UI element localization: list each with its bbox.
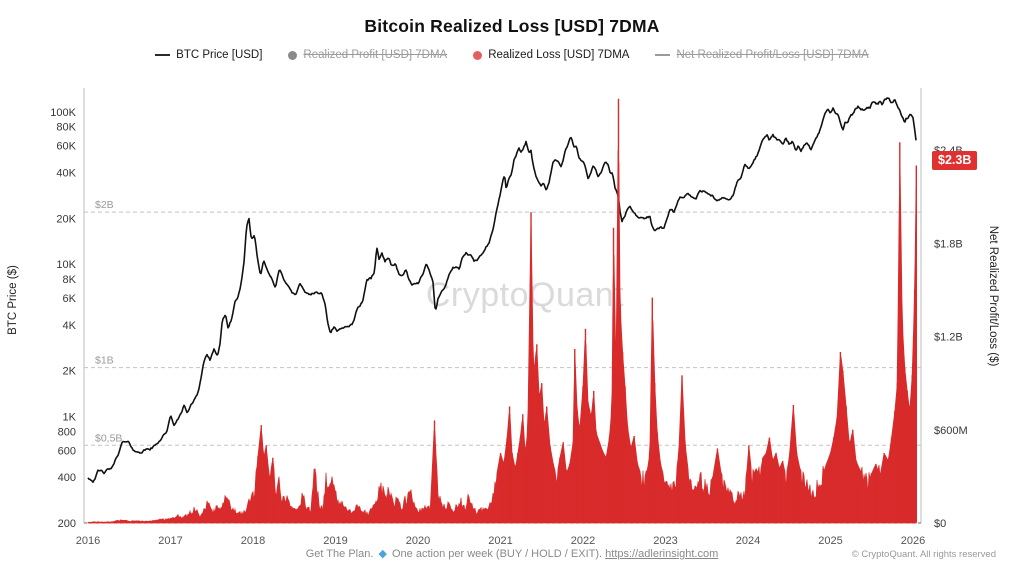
- btc-price-line: [87, 97, 917, 483]
- adlerinsight-link[interactable]: https://adlerinsight.com: [605, 548, 719, 560]
- left-axis-tick: 8K: [63, 274, 77, 286]
- legend-line-icon: [155, 54, 171, 56]
- x-axis-tick: 2017: [158, 535, 182, 547]
- left-axis-tick: 600: [58, 445, 76, 457]
- x-axis-tick: 2024: [736, 535, 760, 547]
- x-axis-tick: 2026: [901, 535, 925, 547]
- left-axis-tick: 10K: [56, 259, 76, 271]
- legend-item-label: Net Realized Profit/Loss [USD] 7DMA: [676, 49, 869, 61]
- left-axis-tick: 20K: [56, 213, 76, 225]
- x-axis-tick: 2021: [488, 535, 512, 547]
- realized-loss-area: [87, 150, 917, 524]
- left-axis-tick: 60K: [56, 141, 76, 153]
- gridline-label: $0,5B: [95, 432, 122, 444]
- legend-item-label: BTC Price [USD]: [176, 49, 263, 61]
- chart-title: Bitcoin Realized Loss [USD] 7DMA: [364, 16, 660, 36]
- diamond-icon: ◆: [378, 548, 387, 560]
- current-value-badge: $2.3B: [932, 151, 978, 170]
- gridline-label: $1B: [95, 355, 114, 367]
- x-axis-tick: 2019: [323, 535, 347, 547]
- left-axis-tick: 40K: [56, 168, 76, 180]
- left-axis-tick: 1K: [63, 412, 77, 424]
- left-axis-tick: 2K: [63, 366, 77, 378]
- legend-item-realized-profit-usd-7dma[interactable]: Realized Profit [USD] 7DMA: [288, 49, 447, 61]
- footer-promo: Get The Plan. ◆ One action per week (BUY…: [0, 547, 1024, 560]
- copyright-note: © CryptoQuant. All rights reserved: [851, 549, 996, 560]
- right-axis-tick: $1.8B: [934, 238, 963, 250]
- x-axis-tick: 2016: [76, 535, 100, 547]
- legend-item-label: Realized Loss [USD] 7DMA: [488, 49, 630, 61]
- footer-promo-pre: Get The Plan.: [305, 548, 374, 560]
- left-axis-tick: 6K: [63, 293, 77, 305]
- right-axis-tick: $0: [934, 518, 946, 530]
- gridline-label: $2B: [95, 199, 114, 211]
- legend-item-label: Realized Profit [USD] 7DMA: [303, 49, 448, 61]
- cryptoquant-watermark: CryptoQuant: [425, 276, 625, 314]
- legend-item-btc-price-usd[interactable]: BTC Price [USD]: [155, 49, 262, 61]
- legend-dot-icon: [473, 50, 483, 60]
- legend-item-net-realized-profit-loss-usd-7dma[interactable]: Net Realized Profit/Loss [USD] 7DMA: [655, 49, 869, 61]
- x-axis-tick: 2025: [818, 535, 842, 547]
- legend-line-icon: [655, 54, 671, 56]
- left-axis-tick: 200: [58, 518, 76, 530]
- x-axis-tick: 2018: [241, 535, 265, 547]
- right-axis-tick: $600M: [934, 425, 968, 437]
- x-axis-tick: 2020: [406, 535, 430, 547]
- right-axis-tick: $1.2B: [934, 332, 963, 344]
- left-axis-tick: 100K: [50, 107, 76, 119]
- left-axis-tick: 800: [58, 426, 76, 438]
- footer-promo-mid: One action per week (BUY / HOLD / EXIT).: [391, 548, 603, 560]
- legend-dot-icon: [288, 50, 298, 60]
- legend-item-realized-loss-usd-7dma[interactable]: Realized Loss [USD] 7DMA: [473, 49, 629, 61]
- chart-legend: BTC Price [USD] Realized Profit [USD] 7DM…: [0, 49, 1024, 61]
- x-axis-tick: 2022: [571, 535, 595, 547]
- left-axis-tick: 400: [58, 472, 76, 484]
- x-axis-tick: 2023: [653, 535, 677, 547]
- left-axis-tick: 80K: [56, 122, 76, 134]
- left-axis-tick: 4K: [63, 320, 77, 332]
